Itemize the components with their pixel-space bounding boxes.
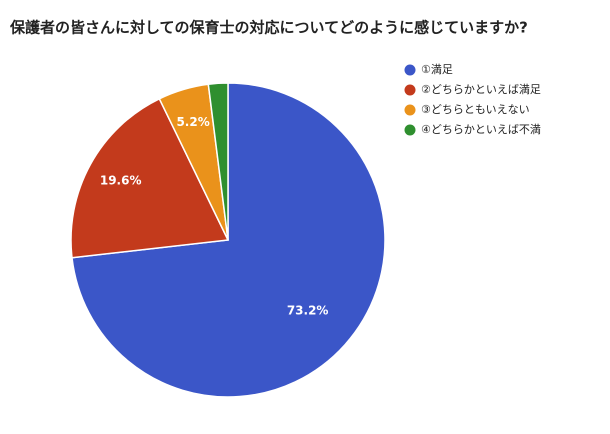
value-label: 73.2% bbox=[287, 304, 329, 318]
legend-marker bbox=[404, 64, 416, 76]
value-label: 5.2% bbox=[176, 115, 209, 129]
value-label: 19.6% bbox=[100, 174, 142, 188]
legend-label: ②どちらかといえば満足 bbox=[421, 83, 541, 96]
legend-marker bbox=[404, 124, 416, 136]
chart-title: 保護者の皆さんに対しての保育士の対応についてどのように感じていますか? bbox=[9, 19, 528, 37]
legend-label: ④どちらかといえば不満 bbox=[421, 123, 541, 136]
pie-slice bbox=[207, 82, 229, 241]
legend-marker bbox=[404, 104, 416, 116]
legend-label: ①満足 bbox=[421, 63, 453, 76]
legend-label: ③どちらともいえない bbox=[421, 103, 530, 116]
legend-marker bbox=[404, 84, 416, 96]
pie-slice bbox=[70, 97, 230, 259]
